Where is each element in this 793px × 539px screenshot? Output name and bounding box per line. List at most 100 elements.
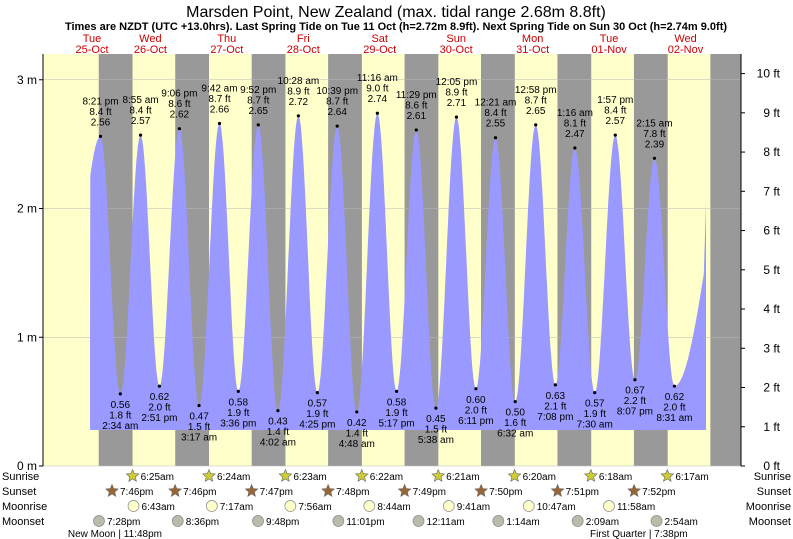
moonrise-row-label-right: Moonrise <box>746 501 791 513</box>
low-tide-point <box>157 384 162 388</box>
high-tide-label: 2.66 <box>210 105 230 116</box>
high-tide-point <box>454 115 459 119</box>
sunrise-time: 6:23am <box>293 472 326 483</box>
right-tick-label: 10 ft <box>757 67 781 81</box>
sunrise-time: 6:20am <box>523 472 556 483</box>
high-tide-point <box>98 134 103 138</box>
high-tide-point <box>335 124 339 128</box>
moonset-time: 12:11am <box>427 517 465 528</box>
low-tide-label: 5:38 am <box>418 435 454 446</box>
sunset-icon <box>168 483 183 497</box>
high-tide-point <box>256 123 260 127</box>
sunrise-icon <box>354 468 369 482</box>
high-tide-point <box>493 136 498 140</box>
left-tick-label: 1 m <box>17 330 37 344</box>
high-tide-label: 2.65 <box>249 106 269 117</box>
moonrise-time: 11:58am <box>617 502 655 513</box>
day-date-label: 31-Oct <box>516 44 549 56</box>
low-tide-point <box>434 406 438 410</box>
high-tide-point <box>652 156 657 160</box>
high-tide-point <box>534 123 538 127</box>
right-tick-label: 8 ft <box>763 145 780 159</box>
sunrise-icon <box>125 468 140 482</box>
high-tide-label: 9:52 pm <box>240 85 276 96</box>
moonset-time: 2:54am <box>665 517 698 528</box>
day-date-label: 30-Oct <box>440 44 473 56</box>
moonset-icon <box>571 515 584 527</box>
low-tide-point <box>513 400 517 404</box>
low-tide-label: 1.8 ft <box>109 410 131 421</box>
moonrise-icon <box>205 500 218 512</box>
sunset-time: 7:49pm <box>413 487 446 498</box>
high-tide-label: 8.4 ft <box>89 107 111 118</box>
day-dow-label: Sat <box>371 33 388 45</box>
right-tick-label: 2 ft <box>763 381 780 395</box>
moonset-time: 1:14am <box>506 517 539 528</box>
high-tide-label: 9.0 ft <box>366 84 388 95</box>
right-tick-label: 3 ft <box>763 341 780 355</box>
low-tide-label: 1.9 ft <box>306 409 328 420</box>
chart-title: Marsden Point, New Zealand (max. tidal r… <box>186 4 606 21</box>
low-tide-label: 1.5 ft <box>425 425 447 436</box>
moonrise-time: 6:43am <box>142 502 175 513</box>
high-tide-label: 8.6 ft <box>168 99 190 110</box>
day-dow-label: Tue <box>83 33 102 45</box>
high-tide-label: 2.71 <box>447 98 467 109</box>
sunrise-icon <box>507 468 522 482</box>
moonrise-icon <box>522 500 535 512</box>
sunset-icon <box>321 483 336 497</box>
high-tide-label: 10:28 am <box>278 76 320 87</box>
sunset-icon <box>105 483 119 497</box>
low-tide-label: 1.9 ft <box>385 408 407 419</box>
low-tide-label: 0.62 <box>665 392 685 403</box>
low-tide-point <box>355 410 359 414</box>
sunset-icon <box>627 483 642 497</box>
moonset-row-label-left: Moonset <box>2 516 44 528</box>
day-dow-label: Thu <box>217 33 236 45</box>
low-tide-point <box>394 389 399 393</box>
sunset-row-label-left: Sunset <box>2 486 36 498</box>
right-tick-label: 5 ft <box>763 263 780 277</box>
low-tide-label: 2:51 pm <box>141 413 177 424</box>
low-tide-label: 1.6 ft <box>504 418 526 429</box>
moonrise-icon <box>442 500 455 512</box>
low-tide-label: 2:34 am <box>102 421 138 432</box>
astro-events: 6:25am 6:24am 6:23am 6:22am 6:21am 6:20am 6:18… <box>68 468 709 539</box>
low-tide-label: 2.0 ft <box>663 403 685 414</box>
sunrise-time: 6:18am <box>599 472 632 483</box>
low-tide-point <box>633 378 637 382</box>
high-tide-label: 8.6 ft <box>405 100 427 111</box>
high-tide-label: 11:29 pm <box>396 90 437 101</box>
sunset-time: 7:52pm <box>642 487 675 498</box>
sunrise-icon <box>431 468 446 482</box>
right-tick-label: 4 ft <box>763 302 780 316</box>
high-tide-point <box>177 127 181 131</box>
day-date-label: 29-Oct <box>363 44 396 56</box>
high-tide-label: 7.8 ft <box>643 129 665 140</box>
sunset-icon <box>474 483 489 497</box>
sunrise-row-label-right: Sunrise <box>754 471 791 483</box>
sunset-row-label-right: Sunset <box>757 486 791 498</box>
sunrise-time: 6:25am <box>141 472 174 483</box>
high-tide-label: 2.56 <box>91 117 111 128</box>
moon-phase-label: First Quarter | 7:38pm <box>590 529 688 539</box>
low-tide-point <box>236 389 240 393</box>
sunrise-row-label-left: Sunrise <box>2 471 39 483</box>
low-tide-label: 0.57 <box>308 399 328 410</box>
moonrise-time: 8:44am <box>377 502 410 513</box>
low-tide-label: 0.62 <box>150 392 170 403</box>
sunset-time: 7:47pm <box>260 487 293 498</box>
low-tide-label: 0.67 <box>625 386 645 397</box>
day-labels: Tue25-OctWed26-OctThu27-OctFri28-OctSat2… <box>75 33 703 56</box>
low-tide-label: 1.4 ft <box>346 428 368 439</box>
low-tide-label: 6:32 am <box>497 429 533 440</box>
low-tide-label: 7:08 pm <box>537 412 573 423</box>
moon-phase-label: New Moon | 11:48pm <box>68 529 162 539</box>
low-tide-label: 0.57 <box>585 399 605 410</box>
moonrise-time: 9:41am <box>457 502 490 513</box>
sunrise-time: 6:22am <box>370 472 403 483</box>
high-tide-label: 12:21 am <box>475 98 517 109</box>
sunrise-icon <box>278 468 293 482</box>
sunset-icon <box>550 483 565 497</box>
